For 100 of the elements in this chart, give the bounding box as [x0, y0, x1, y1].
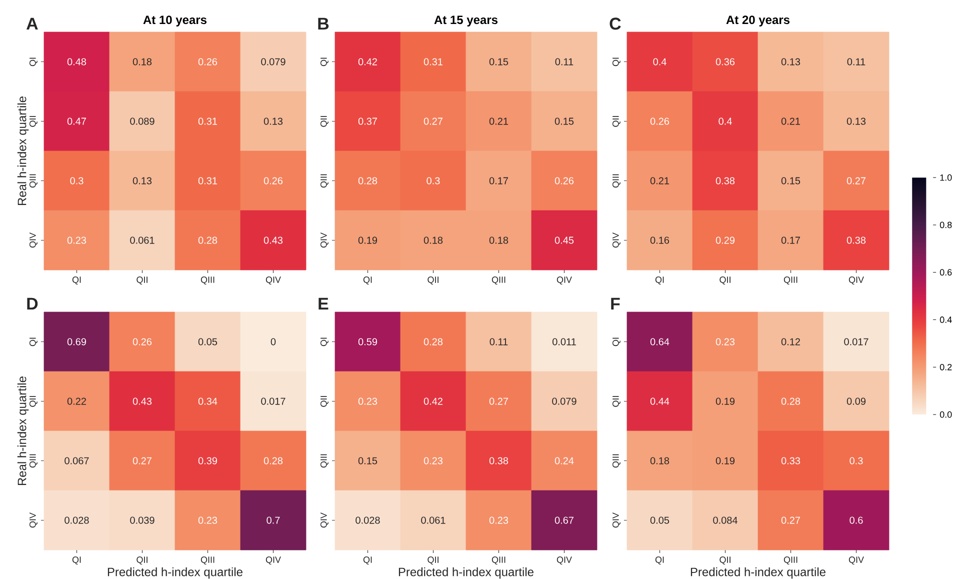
data-label: 0.28 [781, 398, 800, 405]
x-tick-label: QIV [848, 556, 864, 565]
data-label: 0.067 [64, 457, 89, 464]
data-label: 0.028 [64, 516, 89, 524]
x-axis-title: Predicted h-index quartile [690, 567, 826, 579]
data-label: 0.38 [846, 236, 866, 244]
data-label: 0.28 [264, 457, 283, 464]
data-label: 0.3 [850, 457, 863, 464]
x-tick-label: QI [72, 556, 81, 565]
data-label: 0.19 [716, 457, 735, 464]
y-tick-label: QII [29, 116, 38, 127]
data-label: 0.39 [198, 457, 218, 464]
data-label: 0.3 [426, 177, 440, 184]
data-label: 0.13 [132, 177, 152, 184]
text: F [611, 298, 620, 310]
data-label: 0.26 [650, 118, 670, 125]
data-label: 0.011 [552, 338, 576, 346]
data-label: 0.26 [264, 177, 283, 184]
color-bar-label: 0.4 [940, 316, 952, 323]
data-label: 0.37 [358, 118, 377, 125]
data-label: 0.7 [266, 516, 280, 524]
data-label: 0.061 [421, 516, 446, 524]
data-label: 0.017 [844, 338, 868, 346]
data-label: 0.17 [781, 236, 800, 244]
y-tick-label: QIV [29, 232, 38, 248]
y-tick-label: QI [29, 58, 38, 66]
data-label: 0.26 [198, 58, 218, 66]
y-tick-label: QIII [612, 454, 620, 468]
y-tick-label: QII [612, 396, 620, 407]
data-label: 0.19 [358, 236, 378, 244]
data-label: 0.19 [716, 398, 735, 405]
data-label: 0.27 [781, 516, 800, 524]
data-label: 0.22 [67, 398, 86, 405]
y-axis-title: Real h-index quartile [17, 376, 29, 486]
data-label: 0.4 [653, 58, 666, 66]
x-tick-label: QIV [848, 276, 864, 285]
x-tick-label: QIV [266, 556, 281, 565]
y-tick-label: QIII [29, 174, 38, 188]
data-label: 0.12 [781, 338, 800, 346]
data-label: 0.29 [716, 236, 735, 244]
text: A [26, 18, 38, 30]
data-label: 0.38 [716, 177, 735, 184]
chart-title: At 10 years [143, 16, 207, 26]
x-tick-label: QIII [200, 556, 214, 565]
data-label: 0.11 [847, 58, 866, 66]
data-label: 0 [270, 338, 276, 346]
x-tick-label: QII [136, 556, 148, 565]
x-tick-label: QIV [266, 276, 281, 285]
chart-title: At 20 years [726, 16, 790, 26]
data-label: 0.33 [781, 457, 800, 464]
data-label: 0.18 [650, 457, 670, 464]
data-label: 0.36 [716, 58, 735, 66]
data-label: 0.43 [264, 236, 283, 244]
color-bar-label: 0.0 [940, 411, 952, 418]
data-label: 0.26 [554, 177, 574, 184]
data-label: 0.079 [552, 398, 576, 405]
data-label: 0.34 [198, 398, 218, 405]
data-label: 0.18 [424, 236, 443, 244]
y-tick-label: QII [612, 116, 620, 127]
data-label: 0.38 [489, 457, 508, 464]
x-tick-label: QII [428, 276, 438, 285]
x-tick-label: QI [655, 556, 664, 565]
data-label: 0.15 [554, 118, 574, 125]
data-label: 0.48 [67, 58, 86, 66]
data-label: 0.05 [198, 338, 218, 346]
data-label: 0.21 [650, 177, 670, 184]
y-tick-label: QI [320, 338, 328, 346]
data-label: 0.18 [132, 58, 152, 66]
chart-title: At 15 years [434, 16, 498, 26]
data-label: 0.13 [264, 118, 283, 125]
data-label: 0.05 [650, 516, 670, 524]
y-tick-label: QIII [320, 174, 328, 188]
x-tick-label: QIII [492, 556, 506, 565]
color-bar-label: 0.6 [940, 269, 952, 276]
data-label: 0.27 [846, 177, 866, 184]
x-axis-title: Predicted h-index quartile [398, 567, 534, 579]
data-label: 0.23 [198, 516, 218, 524]
data-label: 0.43 [132, 398, 152, 405]
data-label: 0.31 [198, 118, 217, 125]
data-label: 0.23 [424, 457, 443, 464]
data-label: 0.45 [554, 236, 574, 244]
data-label: 0.061 [130, 236, 154, 244]
x-tick-label: QIII [492, 276, 506, 285]
data-label: 0.59 [358, 338, 378, 346]
data-label: 0.16 [650, 236, 670, 244]
data-label: 0.42 [358, 58, 377, 66]
color-bar-label: 1.0 [940, 174, 952, 181]
x-tick-label: QI [363, 556, 372, 565]
y-tick-label: QIII [29, 454, 38, 468]
data-label: 0.17 [489, 177, 508, 184]
text: B [318, 18, 329, 30]
data-label: 0.09 [846, 398, 866, 405]
data-label: 0.18 [489, 236, 508, 244]
y-tick-label: QIV [612, 512, 620, 528]
data-label: 0.21 [781, 118, 800, 125]
y-tick-label: QI [320, 58, 328, 66]
data-label: 0.64 [650, 338, 670, 346]
data-label: 0.039 [130, 516, 154, 524]
data-label: 0.084 [713, 516, 738, 524]
data-label: 0.13 [781, 58, 800, 66]
